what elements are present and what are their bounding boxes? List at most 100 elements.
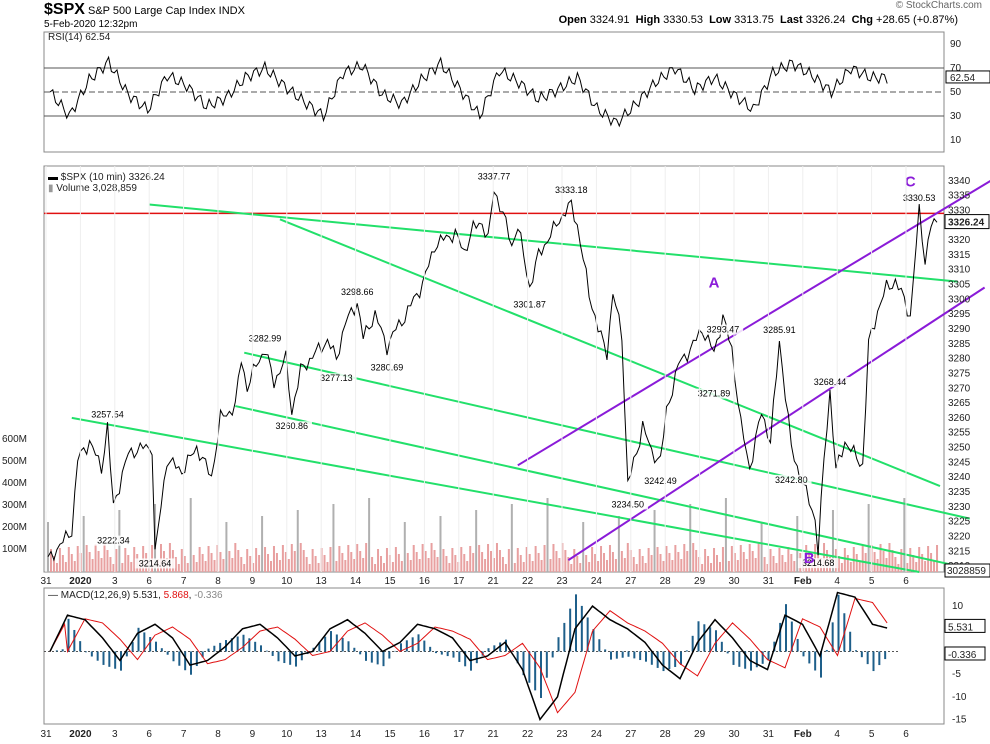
volume-bar	[335, 561, 338, 572]
price-annotation: 3271.89	[698, 389, 731, 399]
volume-bar	[323, 555, 326, 572]
macd-histogram-bar	[522, 651, 525, 676]
volume-bar	[493, 558, 495, 572]
volume-bar	[222, 559, 225, 572]
price-annotation-bg	[797, 558, 839, 569]
volume-bar	[433, 550, 436, 572]
macd-histogram-bar	[178, 651, 181, 666]
macd-histogram-bar	[429, 646, 432, 652]
macd-histogram-bar	[703, 624, 706, 652]
volume-bar	[382, 563, 385, 572]
macd-histogram-bar	[534, 651, 537, 691]
price-annotation-bg	[607, 499, 648, 510]
x-tick-label-price: 8	[215, 576, 221, 587]
volume-bar	[296, 510, 299, 572]
volume-bar	[284, 552, 287, 572]
volume-bar	[528, 554, 531, 572]
macd-histogram-bar	[149, 637, 152, 652]
macd-histogram-bar	[598, 639, 601, 652]
volume-bar	[299, 543, 302, 572]
macd-histogram-bar	[265, 650, 268, 652]
volume-bar	[659, 554, 662, 572]
x-tick-label-macd: 21	[488, 729, 500, 740]
green-trend-line	[71, 416, 920, 573]
volume-bar	[745, 559, 748, 572]
volume-bar	[103, 543, 106, 572]
macd-histogram-bar	[866, 651, 869, 665]
price-annotation: 3282.99	[249, 334, 282, 344]
price-tick-label: 3240	[948, 472, 971, 483]
hist-value-tag-text: -0.336	[948, 650, 977, 661]
volume-last-tag	[944, 563, 990, 578]
volume-bar	[52, 556, 55, 572]
volume-bar	[567, 557, 570, 572]
volume-bar	[909, 548, 912, 572]
volume-bar	[525, 547, 528, 572]
volume-bar	[843, 548, 846, 572]
volume-bar	[867, 504, 870, 572]
price-tick-label: 3265	[948, 398, 971, 409]
volume-bar	[76, 546, 79, 572]
price-annotation-bg	[337, 287, 378, 298]
volume-bar	[201, 554, 204, 572]
symbol: $SPX	[44, 1, 85, 18]
volume-bar	[617, 516, 620, 572]
macd-histogram-bar	[120, 651, 122, 671]
volume-bar	[380, 556, 383, 572]
volume-bar	[498, 550, 501, 572]
macd-histogram-bar	[604, 649, 607, 652]
macd-histogram-bar	[668, 651, 671, 670]
volume-bar	[240, 557, 243, 572]
open-value: 3324.91	[589, 14, 630, 26]
rsi-legend: RSI(14) 62.54	[48, 32, 111, 43]
macd-histogram-bar	[213, 645, 216, 652]
volume-bar	[912, 555, 915, 572]
price-tick-label: 3270	[948, 383, 971, 394]
volume-bar	[469, 546, 472, 572]
high-value: 3330.53	[663, 14, 703, 26]
price-tick-label: 3290	[948, 324, 971, 335]
volume-bar	[100, 558, 103, 572]
macd-histogram-bar	[155, 641, 157, 652]
volume-bar	[924, 561, 927, 572]
volume-bar	[674, 545, 677, 572]
volume-bar	[614, 559, 617, 572]
low-label: Low	[709, 14, 732, 26]
x-tick-label-macd: 6	[903, 729, 909, 740]
price-annotation: 3298.66	[341, 287, 374, 297]
price-annotation-bg	[93, 535, 134, 546]
volume-bar	[531, 561, 534, 572]
macd-histogram-bar	[114, 651, 117, 669]
volume-bar	[317, 563, 320, 572]
volume-bar	[219, 552, 222, 572]
macd-histogram-bar	[67, 618, 70, 652]
volume-bar	[501, 557, 504, 572]
volume-bar	[133, 547, 136, 572]
volume-bar	[552, 544, 555, 572]
price-tick-label: 3215	[948, 546, 971, 557]
volume-bar	[555, 551, 558, 572]
volume-bar	[436, 557, 439, 572]
volume-bar	[647, 548, 650, 572]
x-tick-label-price: 21	[488, 576, 500, 587]
volume-last-tag-text: 3028859	[947, 566, 986, 577]
macd-histogram-bar	[353, 647, 356, 652]
volume-tick-label: 500M	[2, 456, 27, 467]
macd-histogram-bar	[271, 651, 274, 656]
volume-bar	[338, 546, 341, 572]
x-tick-label-price: 31	[40, 576, 52, 587]
macd-histogram-bar	[779, 622, 782, 652]
volume-bar	[790, 554, 793, 572]
volume-bar	[287, 559, 290, 572]
volume-tick-label: 200M	[2, 522, 27, 533]
volume-bar	[534, 546, 537, 572]
volume-bar	[793, 561, 796, 572]
volume-bar	[814, 544, 817, 572]
volume-bar	[207, 546, 210, 572]
volume-bar	[183, 556, 186, 572]
volume-bar	[576, 556, 579, 572]
macd-histogram-bar	[423, 640, 426, 652]
macd-histogram-bar	[697, 621, 700, 652]
volume-bar	[730, 546, 733, 572]
x-tick-label-macd: 13	[316, 729, 328, 740]
